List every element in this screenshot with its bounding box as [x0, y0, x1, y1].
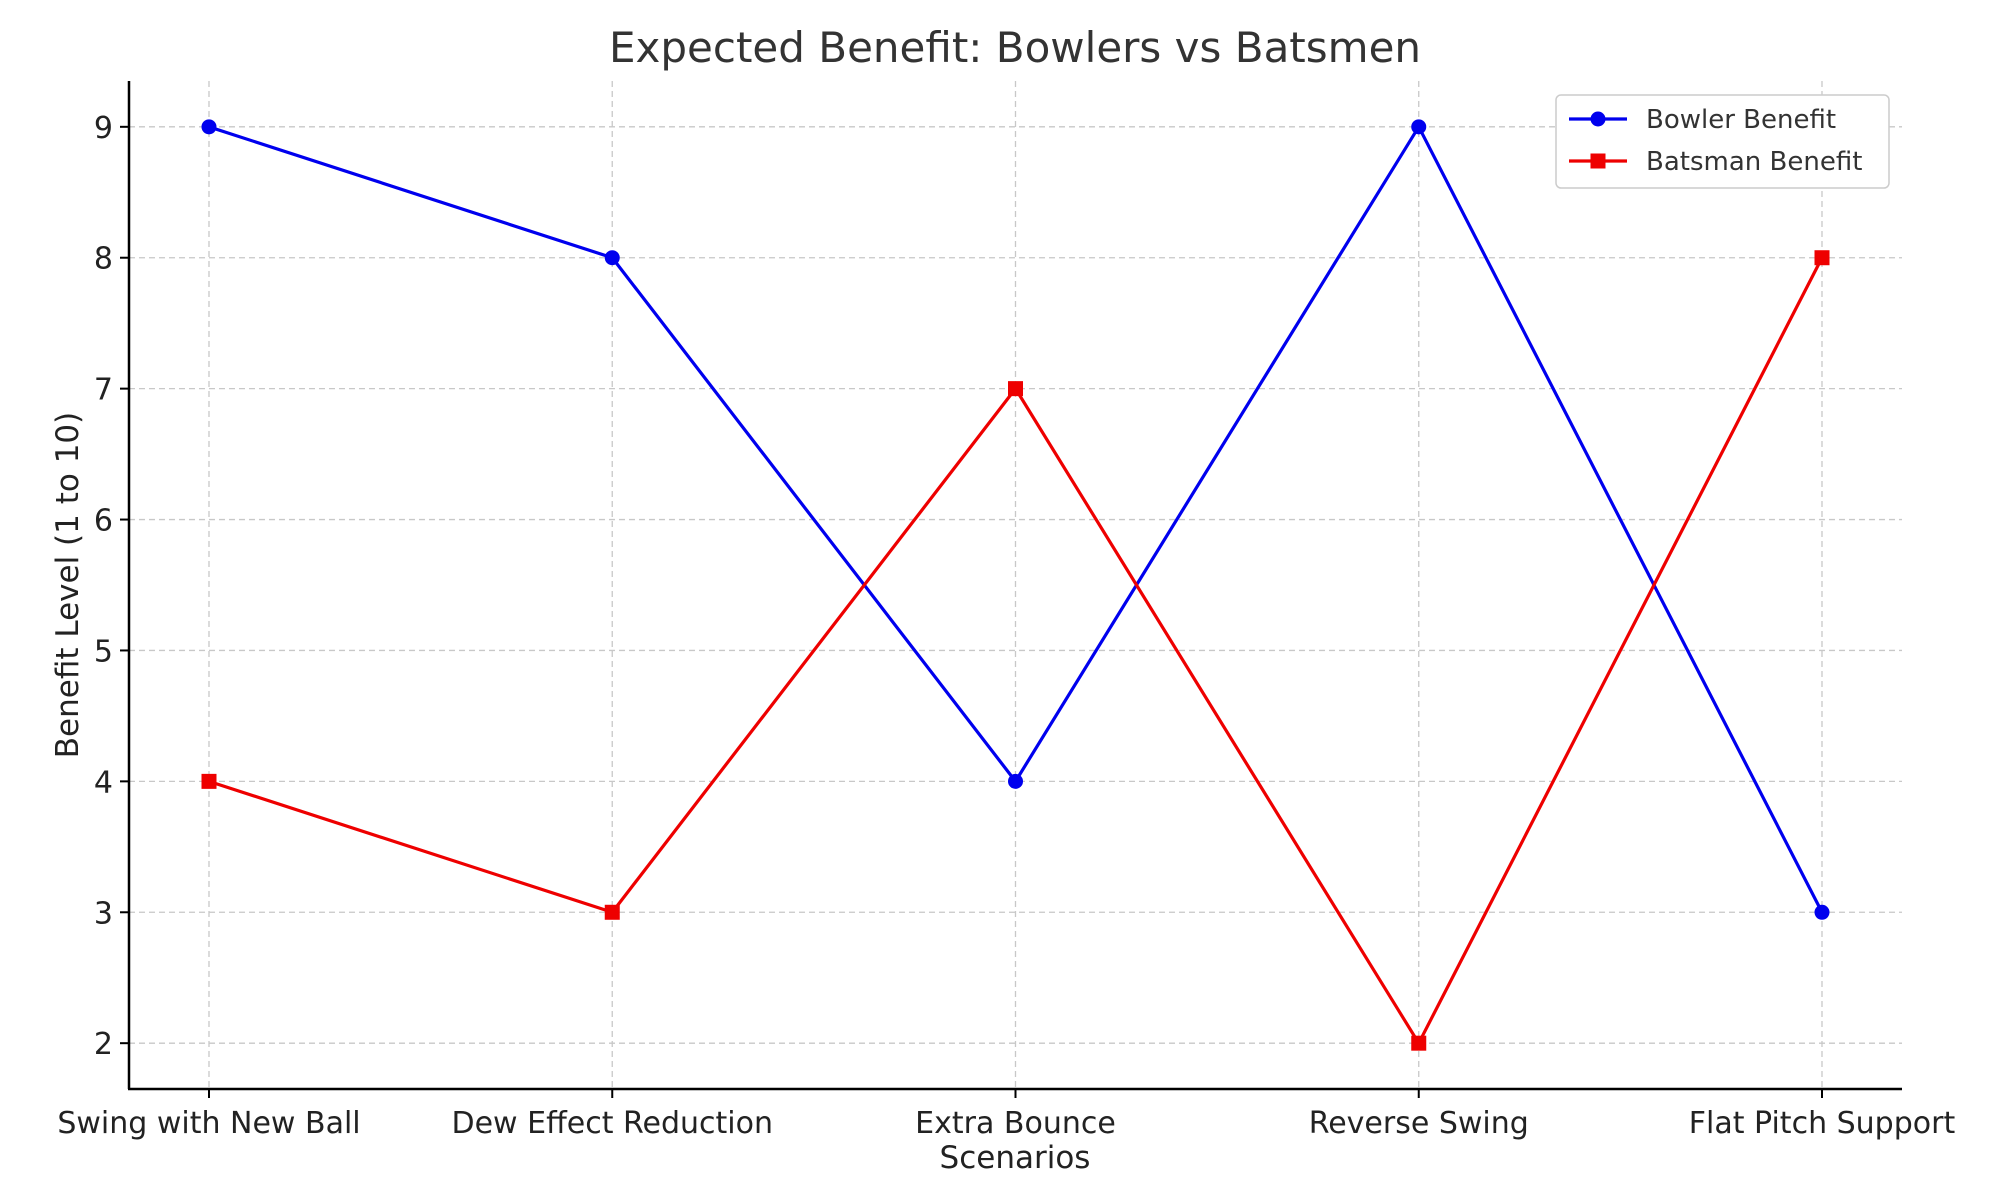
- legend-items: Bowler Benefit Batsman Benefit: [1569, 105, 1862, 177]
- x-axis-label: Scenarios: [940, 1140, 1091, 1176]
- series-layer: [201, 119, 1830, 1051]
- data-point-marker: [1411, 1035, 1427, 1051]
- data-point-marker: [201, 119, 217, 135]
- x-tick-label: Reverse Swing: [1309, 1106, 1529, 1141]
- grid: [129, 81, 1902, 1089]
- y-tick-label: 6: [94, 504, 113, 539]
- legend-label: Bowler Benefit: [1646, 105, 1836, 135]
- y-axis-label: Benefit Level (1 to 10): [50, 412, 86, 758]
- data-point-marker: [201, 773, 217, 789]
- y-tick-label: 5: [94, 634, 113, 669]
- x-tick-label: Flat Pitch Support: [1689, 1106, 1956, 1141]
- y-tick-label: 2: [94, 1027, 113, 1062]
- legend-entry: Batsman Benefit: [1569, 147, 1862, 177]
- legend-label: Batsman Benefit: [1646, 147, 1862, 177]
- legend-entry: Bowler Benefit: [1569, 105, 1836, 135]
- legend-swatch-marker: [1590, 153, 1606, 169]
- y-tick-label: 9: [94, 111, 113, 146]
- chart-title: Expected Benefit: Bowlers vs Batsmen: [609, 23, 1421, 72]
- data-point-marker: [1814, 904, 1830, 920]
- legend-swatch-marker: [1590, 111, 1606, 127]
- y-tick-label: 3: [94, 896, 113, 931]
- data-point-marker: [604, 250, 620, 266]
- data-point-marker: [1814, 250, 1830, 266]
- y-tick-label: 4: [94, 765, 113, 800]
- x-tick-label: Dew Effect Reduction: [452, 1106, 773, 1141]
- data-point-marker: [1008, 381, 1023, 397]
- series-1: [201, 250, 1830, 1051]
- axis-ticks: 2 3 4 5 6 7 8 9 Swing with New Ball Dew Effect Re…: [57, 111, 1955, 1141]
- y-tick-label: 8: [94, 242, 113, 277]
- legend: Bowler Benefit Batsman Benefit: [1555, 94, 1890, 189]
- x-tick-label: Extra Bounce: [915, 1106, 1116, 1141]
- x-tick-label: Swing with New Ball: [57, 1106, 360, 1141]
- data-point-marker: [1008, 773, 1023, 789]
- series-0: [201, 119, 1830, 920]
- data-point-marker: [1411, 119, 1427, 135]
- legend-frame: [1555, 94, 1890, 189]
- data-point-marker: [604, 904, 620, 920]
- y-tick-label: 7: [94, 373, 113, 408]
